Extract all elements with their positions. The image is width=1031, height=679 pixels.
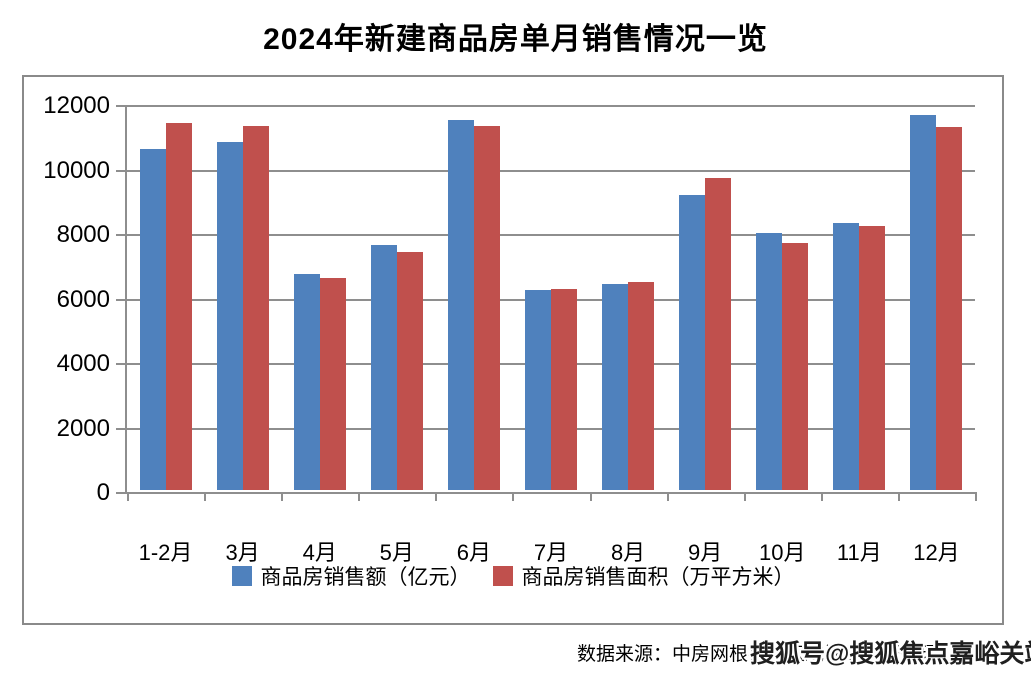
bar [936,127,963,490]
plot-area [116,105,977,501]
legend: 商品房销售额（亿元） 商品房销售面积（万平方米） [24,561,1002,591]
legend-label-sales-area: 商品房销售面积（万平方米） [521,566,795,589]
x-axis-label: 9月 [688,540,723,565]
x-axis-label: 12月 [913,540,960,565]
bar-group [744,105,821,490]
bar-group [204,105,281,490]
x-axis-label: 6月 [456,540,492,565]
y-axis-label: 0 [96,479,110,506]
bar [447,120,474,490]
y-axis-tick [116,170,127,172]
bar [293,274,320,490]
bar [242,126,269,490]
x-axis-tick [127,492,129,501]
legend-swatch-red-icon [492,566,513,586]
legend-item-sales-area: 商品房销售面积（万平方米） [492,561,795,591]
x-axis-tick [512,492,514,501]
bar [524,290,551,490]
x-axis-tick [667,492,669,501]
gridline [127,105,975,107]
bar [216,142,243,490]
bar [139,149,166,490]
bar-group [590,105,667,490]
x-axis-label: 1-2月 [138,540,193,565]
y-axis-tick [116,105,127,107]
bar-group [667,105,744,490]
x-axis-label: 8月 [610,540,646,565]
y-axis-label: 4000 [56,350,110,377]
x-axis-tick [204,492,206,501]
bar [628,282,655,490]
bar [602,284,629,490]
y-axis-tick [116,299,127,301]
y-axis-tick [116,234,127,236]
bar [165,123,192,490]
x-axis-tick [435,492,437,501]
x-axis-labels: 1-2月 3月 4月 5月 6月 7月 8月 9月 10月 11月 12月 [127,535,975,565]
x-axis-tick [281,492,283,501]
x-axis-label: 4月 [302,540,337,565]
bar [910,115,937,490]
legend-item-sales-amount: 商品房销售额（亿元） [231,561,471,591]
bar [833,223,860,490]
x-axis-tick [744,492,746,501]
x-axis-label: 10月 [759,540,806,565]
bar [859,226,886,490]
bar [550,289,577,490]
x-axis-tick [821,492,823,501]
x-axis-tick [898,492,900,501]
bar-group [358,105,435,490]
bar [319,278,346,490]
legend-swatch-blue-icon [231,566,252,586]
x-axis-label: 11月 [836,540,882,565]
legend-label-sales-amount: 商品房销售额（亿元） [260,566,471,589]
y-axis-label: 12000 [43,92,110,119]
x-axis-tick [358,492,360,501]
gridline [127,234,975,236]
y-axis-label: 2000 [56,415,110,442]
x-axis-label: 5月 [379,540,414,565]
bar-group [281,105,358,490]
bar-group [898,105,975,490]
y-axis-tick [116,492,127,494]
bar [782,243,809,490]
data-source-text: 数据来源：中房网根据国家统计局数据整理 [577,644,939,665]
bar [679,195,706,490]
bar [756,233,783,490]
y-axis-label: 8000 [56,221,110,248]
x-axis-tick [975,492,977,501]
bar-group [821,105,898,490]
x-axis-label: 7月 [533,540,569,565]
bar-group [435,105,512,490]
bar [370,245,397,490]
y-axis-labels: 0 2000 4000 6000 8000 10000 12000 [24,92,116,506]
y-axis-label: 6000 [56,286,110,313]
y-axis-label: 10000 [43,157,110,184]
bar-group [512,105,589,490]
bar [473,126,500,490]
y-axis-tick [116,428,127,430]
y-axis-tick [116,363,127,365]
page-title: 2024年新建商品房单月销售情况一览 [263,23,768,56]
watermark-text: 搜狐号@搜狐焦点嘉峪关站 [748,638,1031,670]
bar [396,252,423,490]
bar-group [127,105,204,490]
x-axis-label: 3月 [225,540,260,565]
x-axis-tick [590,492,592,501]
gridline [127,170,975,172]
chart-frame: 0 2000 4000 6000 8000 10000 12000 1-2月 3月 4月 5月 6月… [22,75,1004,625]
gridline [127,492,975,494]
bar [705,178,732,490]
